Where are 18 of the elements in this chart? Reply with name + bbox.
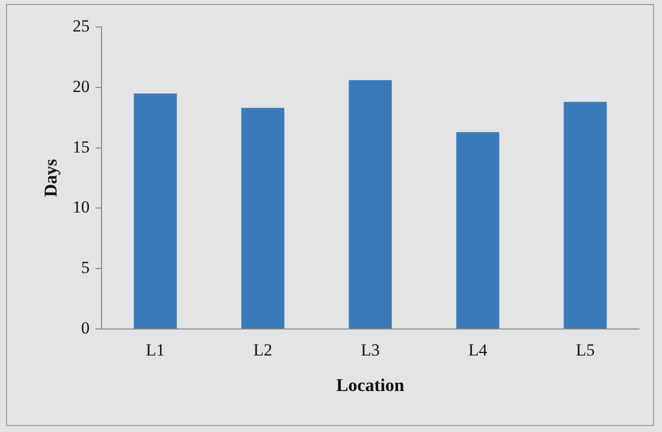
y-tick-label: 0 <box>81 318 90 338</box>
bar <box>348 80 392 328</box>
y-axis-title: Days <box>40 158 60 198</box>
y-tick-label: 20 <box>72 76 90 96</box>
y-tick-label: 25 <box>72 16 90 36</box>
bar <box>241 108 284 328</box>
x-tick-label: L5 <box>576 340 595 360</box>
y-tick-label: 10 <box>72 198 90 217</box>
x-tick-label: L4 <box>468 340 488 360</box>
bar <box>564 102 607 328</box>
x-axis-title: Location <box>336 374 404 395</box>
x-tick-label: L2 <box>253 340 272 360</box>
x-tick-label: L1 <box>146 340 165 360</box>
bar <box>134 93 177 328</box>
x-tick-label: L3 <box>360 340 380 360</box>
y-tick-label: 15 <box>72 137 90 156</box>
y-tick-label: 5 <box>81 258 90 278</box>
bar <box>456 132 500 328</box>
